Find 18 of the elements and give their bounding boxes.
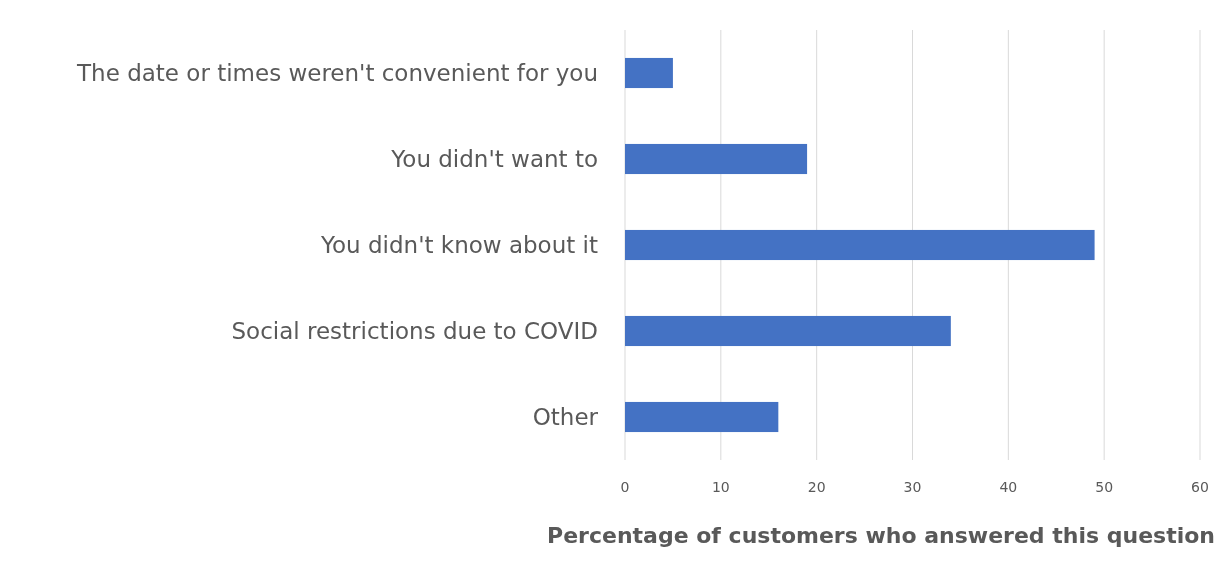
bar <box>625 229 1095 261</box>
y-tick-label: You didn't know about it <box>320 232 598 259</box>
y-tick-label: You didn't want to <box>390 146 598 173</box>
y-tick-label: Other <box>532 404 599 431</box>
x-tick-label: 30 <box>903 479 922 495</box>
x-axis-title: Percentage of customers who answered this question <box>547 523 1215 548</box>
bar <box>625 57 673 89</box>
x-tick-label: 40 <box>999 479 1018 495</box>
x-tick-label: 10 <box>711 479 730 495</box>
x-tick-label: 20 <box>807 479 826 495</box>
bar <box>625 315 951 347</box>
bar <box>625 143 808 175</box>
x-tick-label: 50 <box>1095 479 1114 495</box>
bar <box>625 401 779 433</box>
x-tick-label: 0 <box>620 479 630 495</box>
y-tick-label: Social restrictions due to COVID <box>231 318 598 345</box>
y-tick-label: The date or times weren't convenient for you <box>76 60 598 87</box>
x-tick-label: 60 <box>1191 479 1209 495</box>
